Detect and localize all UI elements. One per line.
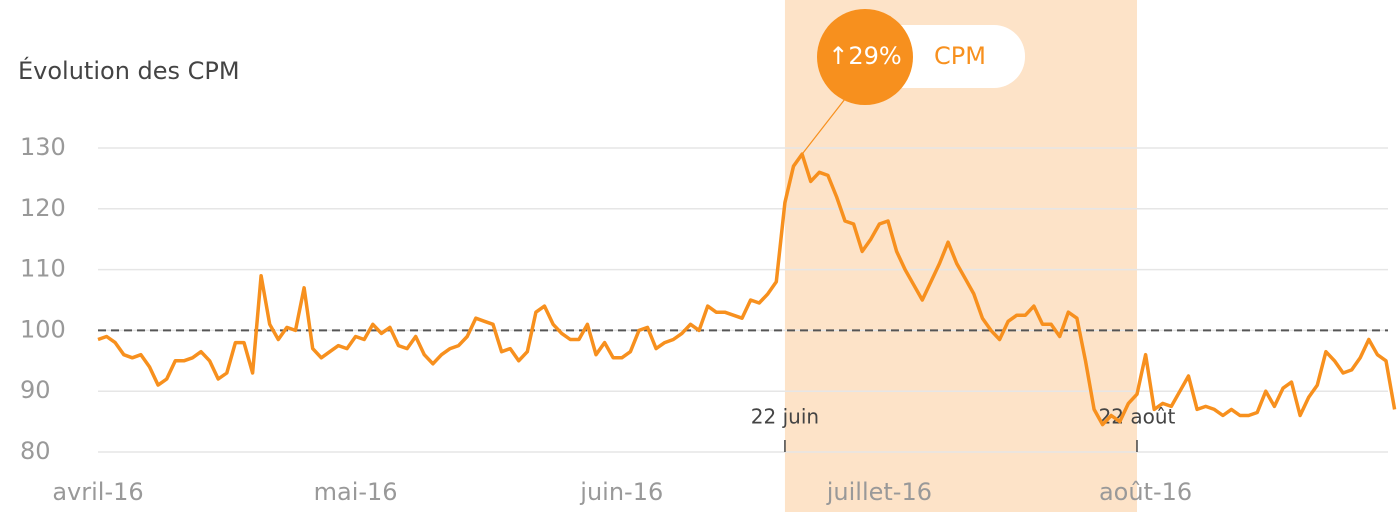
y-tick-label: 100 [20,315,66,343]
x-tick-label: mai-16 [314,478,398,506]
y-tick-label: 110 [20,255,66,283]
badge-connector [801,98,846,155]
y-tick-label: 80 [20,437,51,465]
y-tick-label: 130 [20,133,66,161]
x-tick-label: juillet-16 [826,478,932,506]
badge-value: ↑29% [828,42,901,70]
x-tick-label: juin-16 [579,478,663,506]
x-tick-label: avril-16 [52,478,143,506]
x-tick-label: août-16 [1099,478,1192,506]
cpm-line [97,152,1397,427]
band-label: 22 juin [751,405,819,429]
y-tick-label: 120 [20,194,66,222]
y-tick-label: 90 [20,376,51,404]
badge-text: CPM [934,42,986,70]
chart-title: Évolution des CPM [18,56,240,85]
badge-circle [817,9,913,105]
